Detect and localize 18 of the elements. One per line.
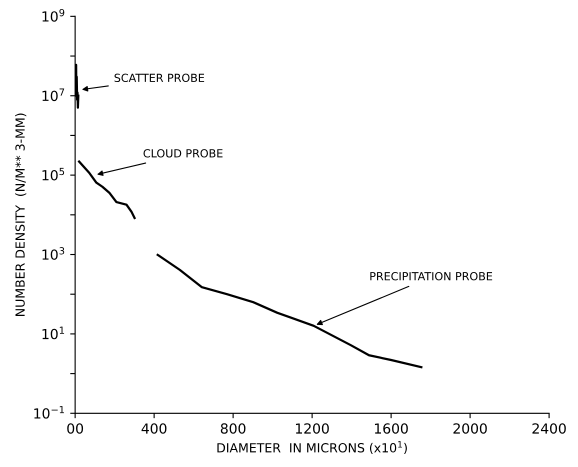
annotation: SCATTER PROBE <box>114 74 204 82</box>
x-tick-label: 800 <box>220 423 246 434</box>
y-tick-label: 10$^{5}$ <box>42 168 64 181</box>
y-tick-label: 10$^{9}$ <box>42 8 64 22</box>
x-tick-label: 2000 <box>453 423 487 434</box>
y-tick-label: 10$^{3}$ <box>42 247 64 260</box>
x-axis-title: DIAMETER IN MICRONS (x10$^{1}$) <box>217 441 407 454</box>
x-tick-label: 400 <box>142 423 166 434</box>
y-tick-label: 10$^{−1}$ <box>34 406 64 419</box>
y-tick-label: 10$^{7}$ <box>42 88 64 102</box>
x-tick-label: 1200 <box>296 423 329 434</box>
x-tick-label: 1600 <box>374 423 408 434</box>
x-tick-label: 00 <box>67 423 84 434</box>
y-tick-label: 10$^{1}$ <box>42 326 64 340</box>
annotation: PRECIPITATION PROBE <box>370 272 492 280</box>
y-axis-title: NUMBER DENSITY (N/M** 3-MM) <box>15 114 26 316</box>
x-tick-label: 2400 <box>532 423 566 434</box>
annotation: CLOUD PROBE <box>144 149 223 158</box>
